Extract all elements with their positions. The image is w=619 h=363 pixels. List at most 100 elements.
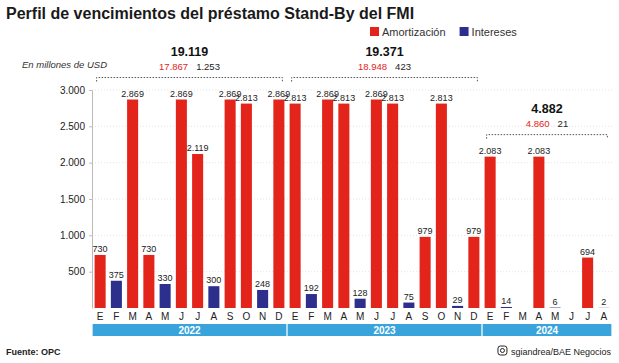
data-label: 2.083: [528, 146, 551, 156]
bar: [533, 157, 544, 308]
group-total: 19.119: [171, 45, 209, 59]
data-label: 2.869: [121, 89, 144, 99]
x-tick: M: [551, 311, 559, 322]
legend-swatch: [370, 27, 379, 36]
legend-label: Amortización: [382, 26, 446, 38]
group-subtotals: 4.86021: [526, 118, 568, 129]
x-tick: S: [227, 311, 234, 322]
y-tick: 500: [68, 266, 92, 277]
bar: [582, 258, 593, 308]
x-tick: M: [356, 311, 364, 322]
group-intereses: 423: [395, 61, 411, 72]
x-tick-label: M: [518, 311, 526, 322]
data-label: 2.119: [187, 143, 209, 153]
bar: [192, 154, 203, 308]
x-tick-label: J: [374, 311, 379, 322]
data-label: 2.083: [479, 146, 502, 156]
data-label: 14: [501, 296, 511, 306]
group-bracket: [97, 78, 283, 82]
x-tick: E: [292, 311, 299, 322]
bar: [225, 100, 236, 308]
bar: [290, 104, 301, 308]
y-tick-mark: [89, 163, 92, 164]
x-tick-label: E: [292, 311, 299, 322]
x-tick: F: [503, 311, 509, 322]
y-tick-mark: [89, 272, 92, 273]
x-tick: F: [308, 311, 314, 322]
x-tick-label: A: [146, 311, 153, 322]
year-band: [483, 324, 612, 336]
legend-swatch: [460, 27, 469, 36]
group-intereses: 21: [558, 118, 569, 129]
group-subtotals: 17.8671.253: [159, 61, 220, 72]
x-tick-label: J: [569, 311, 574, 322]
data-label: 330: [158, 273, 173, 283]
x-tick-label: M: [323, 311, 331, 322]
x-tick: A: [146, 311, 153, 322]
y-tick: 2.000: [60, 157, 92, 168]
y-tick: 1.500: [60, 194, 92, 205]
x-tick: O: [437, 311, 445, 322]
data-label: 730: [93, 244, 108, 254]
x-tick-label: M: [551, 311, 559, 322]
x-tick-label: M: [128, 311, 136, 322]
legend-label: Intereses: [472, 26, 518, 38]
x-tick-label: S: [227, 311, 234, 322]
y-tick-label: 3.000: [60, 85, 85, 96]
data-label: 248: [255, 279, 270, 289]
bar: [485, 157, 496, 308]
x-tick-label: A: [211, 311, 218, 322]
group-total: 19.371: [365, 45, 403, 59]
x-tick: J: [374, 311, 379, 322]
x-tick-label: E: [487, 311, 494, 322]
x-axis: EFMAMJJASONDEFMAMJJASONDEFMAMJJA: [97, 311, 608, 322]
y-tick-label: 1.000: [60, 230, 85, 241]
bar: [403, 303, 414, 308]
year-band: [93, 324, 287, 336]
x-tick-label: A: [601, 311, 608, 322]
x-tick: E: [97, 311, 104, 322]
y-tick: 2.500: [60, 121, 92, 132]
x-tick: E: [487, 311, 494, 322]
x-tick: A: [406, 311, 413, 322]
bar: [468, 237, 479, 308]
x-tick-label: J: [195, 311, 200, 322]
bar: [241, 104, 252, 308]
x-tick: N: [454, 311, 461, 322]
y-tick: 1.000: [60, 230, 92, 241]
source: Fuente: OPC: [6, 347, 61, 357]
bar: [338, 104, 349, 308]
data-label: 300: [206, 275, 221, 285]
data-label: 128: [353, 288, 368, 298]
bar: [420, 237, 431, 308]
year-label: 2022: [178, 325, 201, 336]
data-label: 979: [418, 226, 433, 236]
data-label: 2.813: [333, 93, 356, 103]
x-tick-label: O: [437, 311, 445, 322]
y-tick-mark: [89, 235, 92, 236]
x-tick-label: M: [356, 311, 364, 322]
x-tick: A: [536, 311, 543, 322]
credit-icon-lens: [500, 349, 504, 353]
y-tick-label: 500: [68, 266, 85, 277]
x-tick: D: [470, 311, 477, 322]
group-amortizacion: 17.867: [159, 61, 188, 72]
bar: [306, 294, 317, 308]
x-tick-label: N: [259, 311, 266, 322]
x-tick: M: [128, 311, 136, 322]
data-label: 2.813: [381, 93, 404, 103]
bar: [371, 100, 382, 308]
x-tick-label: S: [422, 311, 429, 322]
x-tick-label: J: [585, 311, 590, 322]
x-tick: O: [242, 311, 250, 322]
y-axis-label: En millones de USD: [22, 59, 107, 70]
bar: [452, 306, 463, 308]
y-tick-label: 2.000: [60, 157, 85, 168]
bar: [436, 104, 447, 308]
data-labels: 7302.8697302.8692.1192.8692.8132.8692.81…: [93, 89, 607, 307]
y-tick-mark: [89, 199, 92, 200]
x-tick-label: A: [536, 311, 543, 322]
data-label: 6: [553, 297, 558, 307]
data-label: 29: [453, 295, 463, 305]
credit-icon: [498, 346, 507, 355]
